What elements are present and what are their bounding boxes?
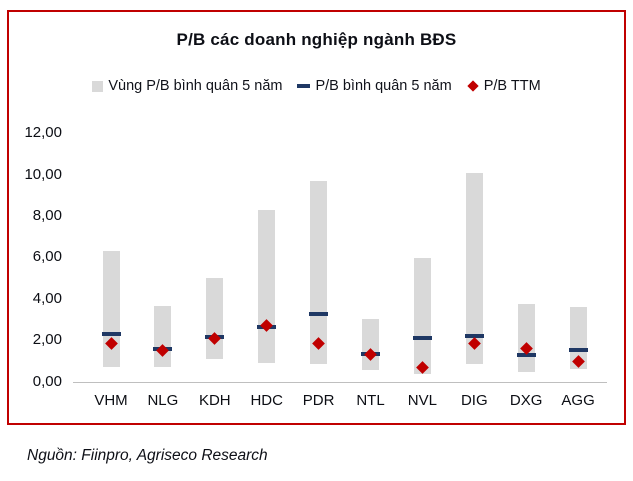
legend-label-average: P/B bình quân 5 năm	[315, 78, 452, 94]
average-dash-marker	[568, 348, 588, 353]
x-axis-category-label: DIG	[460, 391, 488, 409]
x-axis-category-label: HDC	[250, 391, 283, 409]
x-axis-category-label: VHM	[94, 391, 128, 409]
y-axis-tick-label: 6,00	[32, 248, 62, 266]
range-bar	[310, 180, 328, 364]
legend-label-ttm: P/B TTM	[483, 78, 541, 94]
range-bar	[258, 209, 276, 363]
legend-item-range: Vùng P/B bình quân 5 năm	[92, 78, 282, 94]
chart-title: P/B các doanh nghiệp ngành BĐS	[176, 30, 457, 49]
range-bar	[362, 319, 379, 371]
x-axis-category-label: DXG	[509, 391, 543, 409]
chart-legend: Vùng P/B bình quân 5 năm P/B bình quân 5…	[9, 78, 624, 94]
legend-label-range: Vùng P/B bình quân 5 năm	[108, 78, 283, 94]
range-bar	[102, 251, 120, 367]
range-swatch-icon	[92, 80, 104, 92]
source-note: Nguồn: Fiinpro, Agriseco Research	[27, 447, 268, 464]
x-axis-line	[73, 381, 607, 383]
average-dash-marker	[464, 333, 484, 338]
x-axis-category-label: NLG	[147, 391, 179, 409]
range-bar	[569, 306, 587, 370]
x-axis-category-label: NVL	[407, 391, 437, 409]
x-axis-category-label: AGG	[561, 391, 595, 409]
range-bar	[413, 258, 431, 375]
average-dash-marker	[101, 331, 121, 336]
y-axis-tick-label: 10,00	[24, 165, 62, 183]
y-axis-tick-label: 2,00	[32, 331, 62, 349]
x-axis-category-label: KDH	[198, 391, 231, 409]
y-axis-tick-label: 4,00	[32, 289, 62, 307]
y-axis-tick-label: 8,00	[32, 206, 62, 224]
average-dash-marker	[309, 312, 329, 317]
range-bar	[154, 305, 172, 367]
y-axis-tick-label: 12,00	[24, 124, 62, 142]
y-axis-tick-label: 0,00	[32, 372, 62, 390]
average-dash-marker	[412, 336, 432, 341]
legend-item-average: P/B bình quân 5 năm	[297, 78, 452, 94]
x-axis-category-label: PDR	[302, 391, 335, 409]
plot-area: 0,00 2,00 4,00 6,00 8,00 10,00 12,00 VHM NLG KDH H…	[9, 12, 624, 423]
legend-item-ttm: P/B TTM	[467, 78, 541, 94]
range-bar	[206, 278, 224, 359]
chart-frame: P/B các doanh nghiệp ngành BĐS Vùng P/B …	[7, 10, 626, 425]
dash-swatch-icon	[297, 84, 311, 88]
range-bar	[517, 303, 535, 373]
x-axis-category-label: NTL	[356, 391, 385, 409]
range-bar	[465, 173, 483, 364]
